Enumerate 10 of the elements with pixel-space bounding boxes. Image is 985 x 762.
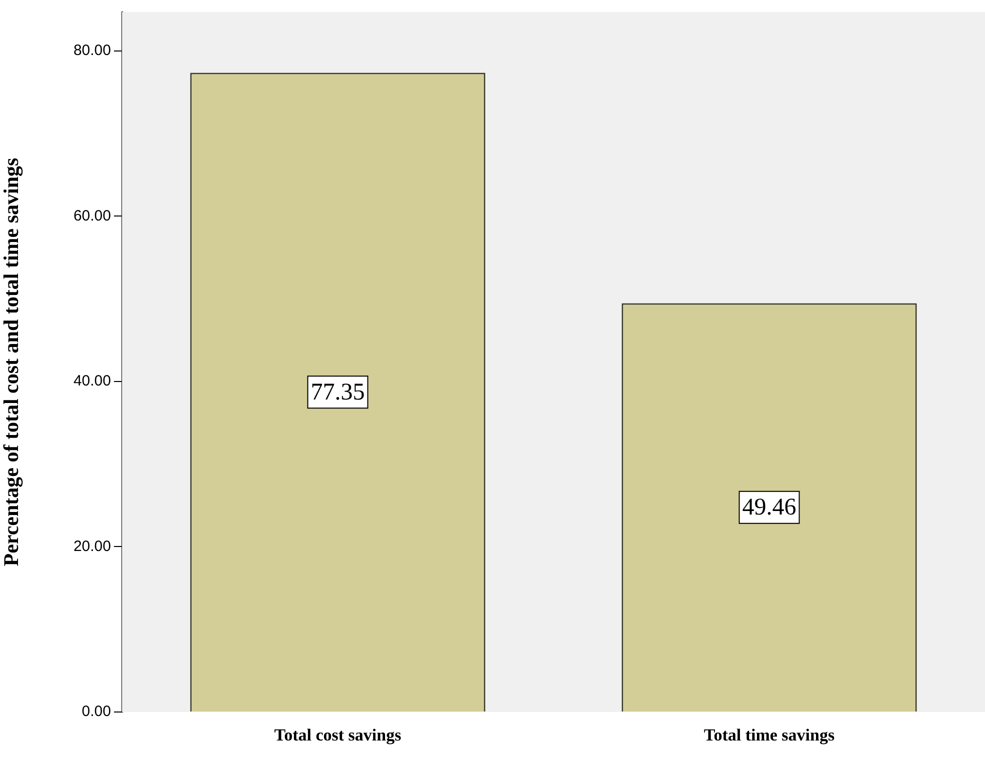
data-label: 49.46: [742, 494, 796, 521]
y-tick-label: 60.00: [73, 207, 111, 224]
y-tick-label: 40.00: [73, 372, 111, 390]
y-tick-label: 0.00: [82, 703, 111, 720]
y-axis-title: Percentage of total cost and total time savings: [0, 158, 24, 566]
data-label: 77.35: [310, 379, 365, 406]
y-tick-label: 80.00: [73, 42, 111, 59]
y-tick-label: 20.00: [73, 538, 111, 555]
x-tick-label: Total time savings: [704, 726, 835, 745]
x-tick-label: Total cost savings: [274, 726, 402, 745]
